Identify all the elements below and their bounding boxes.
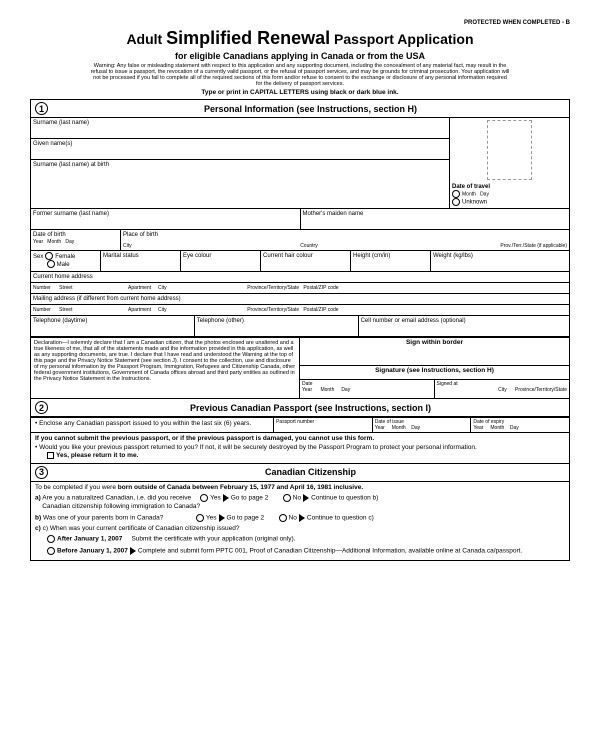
dobD: Day [65,239,74,245]
yes-return: Yes, please return it to me. [56,452,138,459]
travel-unknown: Unknown [462,200,487,206]
cell-lbl: Cell number or email address (optional) [361,318,466,324]
t-sub: for eligible Canadians applying in Canad… [30,51,570,61]
qb-goton: Continue to question c) [307,514,374,521]
s1-hdr: Personal Information (see Instructions, … [52,102,569,116]
qa-text2: Canadian citizenship following immigrati… [42,503,200,510]
qa-goton: Continue to question b) [311,495,378,502]
qb-goto: Go to page 2 [227,514,265,521]
pob-lbl: Place of birth [123,232,158,238]
surname-lbl: Surname (last name) [33,120,89,126]
mail-sub: Number Street Apartment City Province/Te… [33,307,339,313]
female-lbl: Female [55,254,75,260]
dobY: Year [33,239,43,245]
travel-md: Month Day [462,192,489,198]
travel-date-radio[interactable] [452,190,460,198]
d-d: Day [341,387,350,393]
section1-header: 1 Personal Information (see Instructions… [31,100,569,118]
qa-no-radio[interactable] [283,494,291,502]
t-main: Simplified Renewal [166,28,330,48]
qa-text: Are you a naturalized Canadian, i.e. did… [42,495,191,502]
addr-lbl: Current home address [33,274,93,280]
enclose-text: • Enclose any Canadian passport issued t… [31,418,273,432]
before-radio[interactable] [47,547,55,555]
pnum-lbl: Passport number [276,419,314,425]
after-txt: Submit the certificate with your applica… [131,536,295,543]
hair-lbl: Current hair colour [263,253,313,259]
telother-lbl: Telephone (other) [197,318,244,324]
section3-header: 3 Canadian Citizenship [31,463,569,482]
given-lbl: Given name(s) [33,141,72,147]
travel-lbl: Date of travel [452,184,490,190]
title-block: Adult Simplified Renewal Passport Applic… [30,28,570,96]
t-prefix: Adult [126,31,162,47]
dob-lbl: Date of birth [33,232,66,238]
mail-lbl: Mailing address (if different from curre… [33,296,181,302]
telday-lbl: Telephone (daytime) [33,318,87,324]
s2-hdr: Previous Canadian Passport (see Instruct… [52,401,569,415]
weight-lbl: Weight (kg/lbs) [433,253,473,259]
would-text: • Would you like your previous passport … [35,444,565,452]
sbirth-lbl: Surname (last name) at birth [33,162,109,168]
declaration-text: Declaration—I solemnly declare that I am… [31,338,300,398]
marital-lbl: Marital status [103,253,139,259]
male-radio[interactable] [47,260,55,268]
arrow-icon-5 [130,547,136,555]
former-lbl: Former surname (last name) [33,211,109,217]
pobCtry: Country [300,243,318,249]
qa-yes-radio[interactable] [200,494,208,502]
addr-sub: Number Street Apartment City Province/Te… [33,285,339,291]
after-lbl: After January 1, 2007 [57,536,122,543]
s3-complete: To be completed if you were born outside… [35,484,565,492]
arrow-icon [223,494,229,502]
arrow-icon-4 [299,514,305,522]
qb-text: Was one of your parents born in Canada? [43,514,163,521]
dobM: Month [47,239,61,245]
s3-num: 3 [35,466,48,479]
pobProv: Prov./Terr./State (if applicable) [500,243,567,249]
female-radio[interactable] [45,252,53,260]
protect-text: PROTECTED WHEN COMPLETED - B [464,20,570,26]
doe-ymd: Year Month Day [473,425,518,431]
pobC: City [123,243,132,249]
s1-num: 1 [35,102,48,115]
doi-ymd: Year Month Day [375,425,420,431]
qc-text: c) When was your current certificate of … [43,525,240,532]
qa-yes: Yes [210,495,221,502]
form: 1 Personal Information (see Instructions… [30,99,570,560]
s2-num: 2 [35,401,48,414]
before-txt: Complete and submit form PPTC 001, Proof… [138,547,522,554]
s3-hdr: Canadian Citizenship [52,465,569,479]
signedat-lbl: Signed at [437,381,458,387]
before-lbl: Before January 1, 2007 [57,547,128,554]
qb-no: No [289,514,297,521]
sign-box[interactable]: Sign within border [300,338,569,366]
travel-unknown-radio[interactable] [452,198,460,206]
section2-header: 2 Previous Canadian Passport (see Instru… [31,398,569,417]
mother-lbl: Mother's maiden name [303,211,364,217]
arrow-icon-3 [219,514,225,522]
arrow-icon-2 [303,494,309,502]
qa-no: No [293,495,301,502]
cannot-text: If you cannot submit the previous passpo… [35,435,565,443]
t-instr: Type or print in CAPITAL LETTERS using b… [30,89,570,96]
qb-yes: Yes [206,514,217,521]
yes-return-box[interactable] [47,452,54,459]
qb-yes-radio[interactable] [196,514,204,522]
eye-lbl: Eye colour [183,253,211,259]
t-suffix: Passport Application [334,31,474,47]
d-m: Month [320,387,334,393]
after-radio[interactable] [47,535,55,543]
sex-lbl: Sex [33,254,43,260]
d-y: Year [302,387,312,393]
height-lbl: Height (cm/in) [353,253,390,259]
sig-caption: Signature (see Instructions, section H) [300,366,569,380]
qa-goto: Go to page 2 [231,495,269,502]
t-warning: Warning: Any false or misleading stateme… [90,63,510,87]
photo-box[interactable] [487,120,532,180]
qb-no-radio[interactable] [279,514,287,522]
male-lbl: Male [57,262,70,268]
